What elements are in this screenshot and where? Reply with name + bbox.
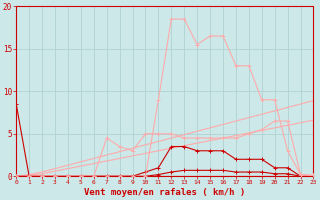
X-axis label: Vent moyen/en rafales ( km/h ): Vent moyen/en rafales ( km/h ): [84, 188, 245, 197]
